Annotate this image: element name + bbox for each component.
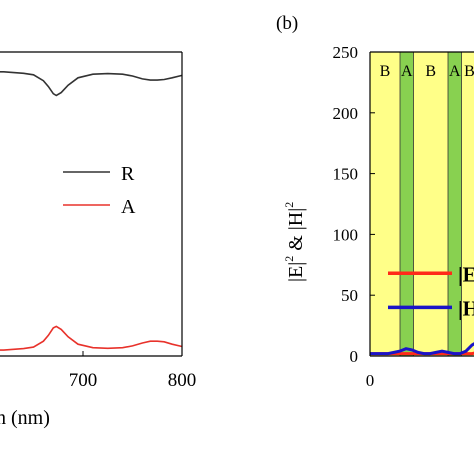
y-tick-label: 150 [333,165,359,184]
panel-b-y-axis-label: |E|2 & |H|2 [282,202,307,282]
field-curve-1 [370,342,474,356]
panel-b-x-ticks: 040 [366,351,375,390]
layer-label-a: A [401,63,413,80]
y-tick-label: 200 [333,104,359,123]
x-tick-label: 800 [168,370,197,391]
panel-b-label: (b) [276,13,298,34]
y-tick-label: 250 [333,43,359,62]
legend-label-1: |H [458,296,474,320]
y-tick-label: 50 [341,286,358,305]
layer-band-a [400,52,414,356]
panel-a-plot-area [0,71,183,351]
layer-label-b: B [464,63,474,80]
layer-band-b [413,52,448,356]
legend-label-0: |E [458,262,474,286]
layer-band-b [370,52,400,356]
layer-label-a: A [449,63,461,80]
panel-a-x-axis-label: h (nm) [0,407,50,429]
panel-b-plot-area [370,342,474,356]
x-tick-label: 700 [69,370,98,391]
series-line-r [0,71,183,97]
y-tick-label: 100 [333,225,359,244]
panel-a-x-ticks: 700 800 [69,351,197,391]
layer-band-b [461,52,474,356]
series-line-a [0,325,183,351]
legend-label-a: A [121,196,136,218]
panel-b-legend: |E |H [388,262,474,320]
panel-a: 700 800 h (nm) R A [0,51,197,429]
layer-band-a [448,52,462,356]
y-tick-label: 0 [350,347,359,366]
layer-label-b: B [380,63,391,80]
x-tick-label: 0 [366,371,375,390]
legend-label-r: R [121,163,135,185]
layer-label-b: B [425,63,436,80]
panel-b-y-ticks: 0 50 100 150 200 250 [333,43,375,366]
